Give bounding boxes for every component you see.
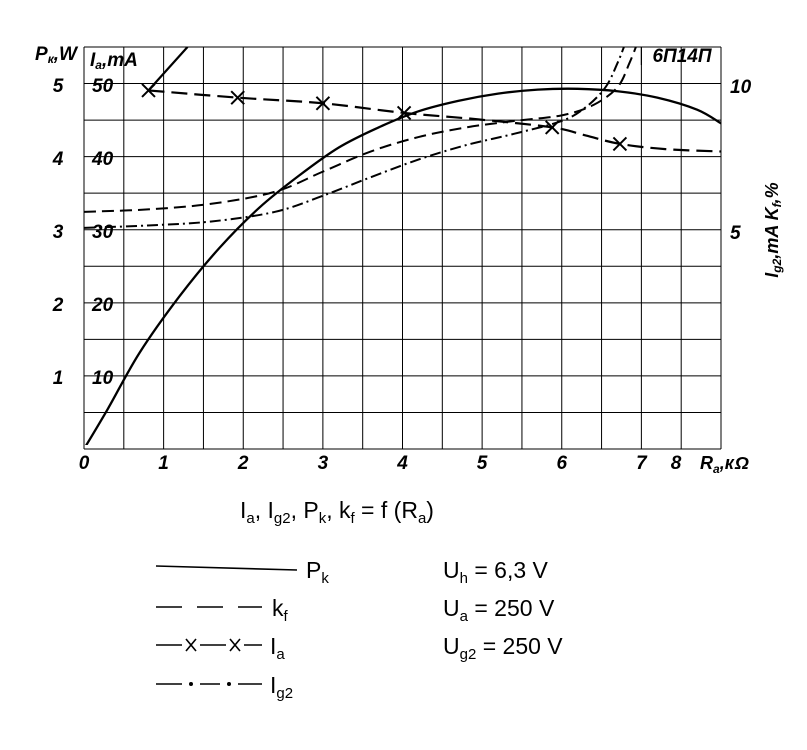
svg-text:5: 5 bbox=[53, 76, 64, 97]
svg-text:1: 1 bbox=[158, 453, 169, 474]
svg-text:3: 3 bbox=[318, 453, 329, 474]
svg-text:7: 7 bbox=[636, 453, 648, 474]
svg-text:4: 4 bbox=[396, 453, 408, 474]
svg-text:6: 6 bbox=[557, 453, 568, 474]
svg-text:8: 8 bbox=[671, 453, 682, 474]
svg-text:1: 1 bbox=[53, 368, 64, 389]
svg-text:10: 10 bbox=[730, 77, 752, 98]
svg-text:10: 10 bbox=[92, 368, 114, 389]
svg-text:30: 30 bbox=[92, 222, 114, 243]
svg-text:0: 0 bbox=[79, 453, 90, 474]
svg-text:6П14П: 6П14П bbox=[652, 46, 711, 67]
svg-text:2: 2 bbox=[237, 453, 249, 474]
svg-text:3: 3 bbox=[53, 222, 64, 243]
svg-text:Ia, Ig2, Pk, kf = f (Ra): Ia, Ig2, Pk, kf = f (Ra) bbox=[240, 497, 434, 527]
svg-text:Ra,кΩ: Ra,кΩ bbox=[700, 453, 749, 476]
svg-text:20: 20 bbox=[91, 295, 114, 316]
svg-text:5: 5 bbox=[730, 223, 741, 244]
svg-text:Uh = 6,3 V: Uh = 6,3 V bbox=[443, 557, 549, 587]
svg-text:5: 5 bbox=[477, 453, 488, 474]
svg-text:50: 50 bbox=[92, 76, 114, 97]
svg-text:Pк,W: Pк,W bbox=[35, 44, 79, 66]
svg-text:40: 40 bbox=[91, 149, 114, 170]
svg-text:4: 4 bbox=[52, 149, 64, 170]
svg-text:2: 2 bbox=[52, 295, 64, 316]
